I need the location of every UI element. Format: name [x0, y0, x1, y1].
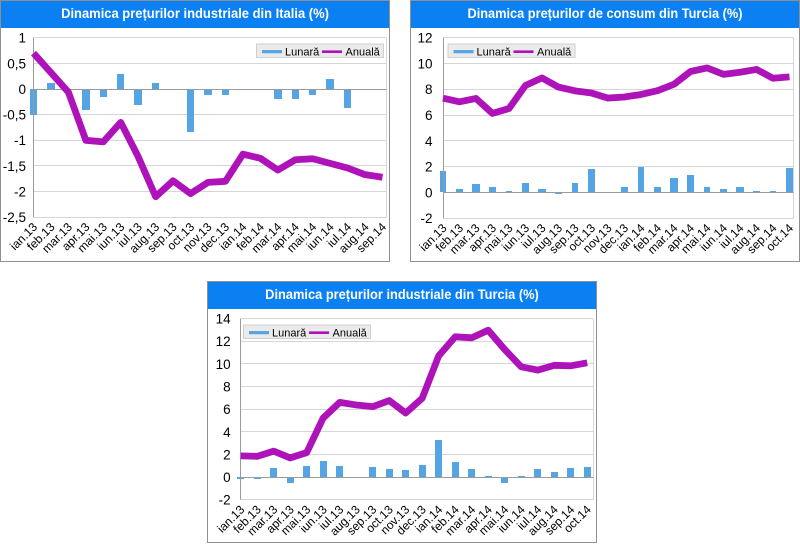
svg-text:12: 12 — [417, 31, 432, 46]
svg-text:Anuală: Anuală — [537, 47, 572, 59]
svg-text:10: 10 — [216, 357, 231, 372]
svg-text:0,5: 0,5 — [7, 56, 26, 71]
svg-text:4: 4 — [223, 425, 231, 440]
svg-text:-2: -2 — [14, 184, 26, 199]
svg-text:-0,5: -0,5 — [3, 108, 26, 123]
svg-text:8: 8 — [425, 82, 433, 97]
svg-text:Dinamica prețurilor industrial: Dinamica prețurilor industriale din Ital… — [61, 5, 329, 21]
svg-text:Lunară: Lunară — [477, 47, 512, 59]
svg-text:0: 0 — [18, 82, 26, 97]
svg-text:1: 1 — [18, 31, 26, 46]
svg-text:8: 8 — [223, 379, 231, 394]
svg-text:-2: -2 — [219, 493, 231, 508]
svg-text:6: 6 — [425, 108, 433, 123]
svg-text:Anuală: Anuală — [333, 328, 368, 340]
svg-text:0: 0 — [425, 185, 433, 200]
svg-text:4: 4 — [425, 134, 433, 149]
svg-text:-1,5: -1,5 — [3, 159, 26, 174]
svg-text:12: 12 — [216, 334, 231, 349]
svg-text:10: 10 — [417, 56, 432, 71]
svg-text:-1: -1 — [14, 133, 26, 148]
svg-text:Dinamica prețurilor industrial: Dinamica prețurilor industriale din Turc… — [265, 286, 539, 302]
svg-text:-2,5: -2,5 — [3, 210, 26, 225]
svg-text:14: 14 — [216, 312, 232, 327]
svg-text:0: 0 — [223, 470, 231, 485]
svg-text:Lunară: Lunară — [285, 47, 320, 59]
svg-text:6: 6 — [223, 402, 231, 417]
svg-text:Anuală: Anuală — [346, 47, 381, 59]
svg-text:2: 2 — [425, 160, 433, 175]
svg-text:Lunară: Lunară — [272, 328, 307, 340]
svg-text:2: 2 — [223, 447, 231, 462]
svg-text:-2: -2 — [420, 211, 432, 226]
svg-text:Dinamica prețurilor de consum: Dinamica prețurilor de consum din Turcia… — [467, 5, 742, 21]
